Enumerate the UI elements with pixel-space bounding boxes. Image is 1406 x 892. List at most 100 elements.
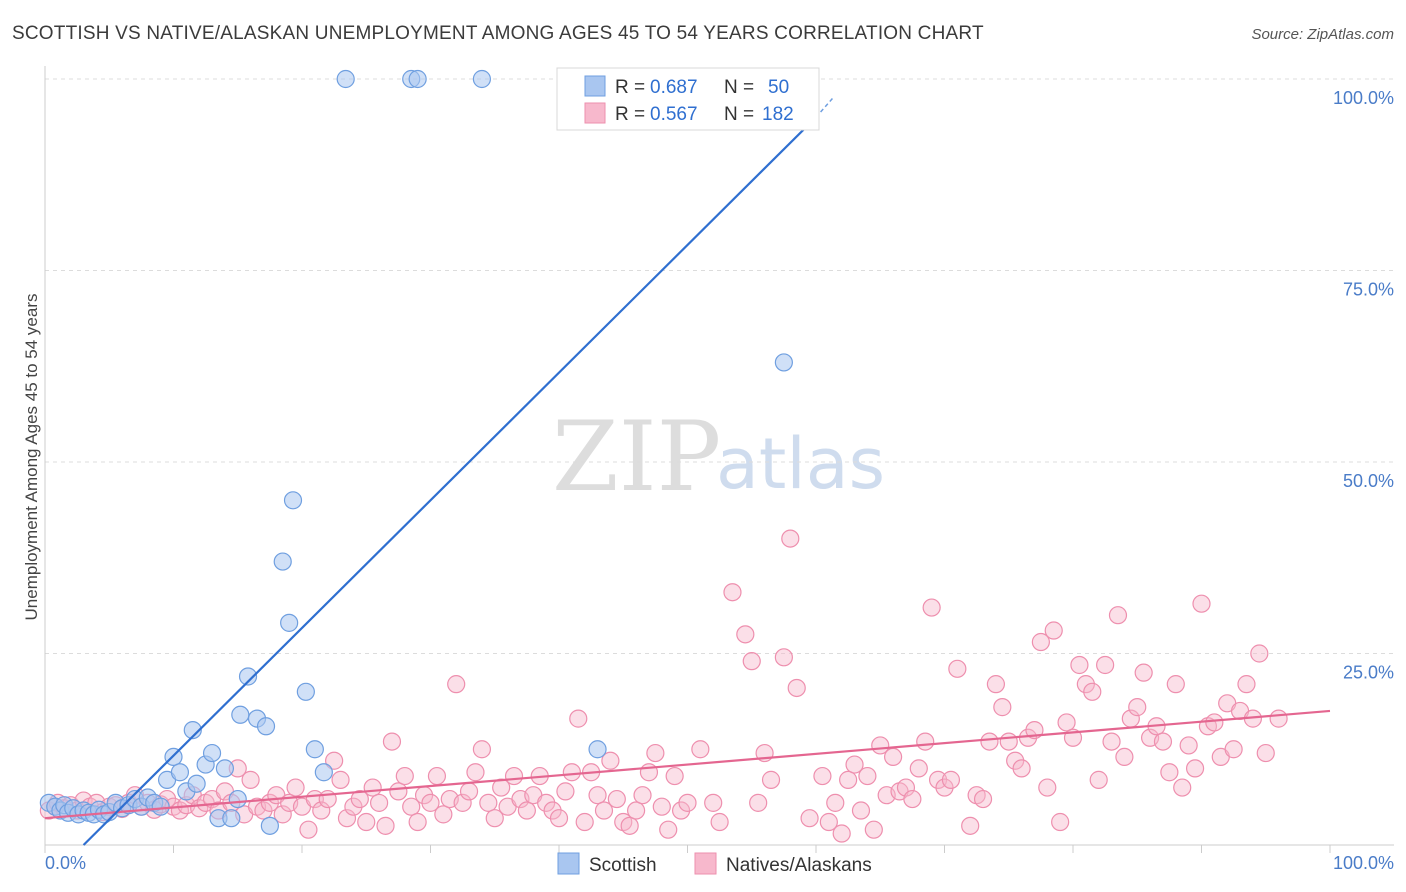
natives-point: [1083, 682, 1102, 701]
legend-bottom-natives-swatch: [694, 852, 717, 875]
natives-point: [826, 793, 845, 812]
scottish-point: [215, 759, 234, 778]
natives-point: [453, 793, 472, 812]
natives-point: [851, 801, 871, 820]
natives-point: [1205, 713, 1224, 732]
x-tick-label: 100.0%: [1333, 853, 1394, 873]
natives-point: [787, 678, 806, 698]
scottish-point: [588, 740, 607, 759]
natives-point: [903, 789, 922, 809]
natives-point: [1224, 740, 1243, 759]
natives-point: [601, 751, 620, 770]
natives-point: [1160, 763, 1179, 782]
scottish-point: [151, 797, 170, 816]
natives-point: [325, 751, 344, 770]
natives-point: [736, 625, 755, 644]
natives-point: [973, 789, 993, 809]
scottish-point: [273, 552, 292, 571]
scottish-point: [170, 763, 190, 782]
chart-title: SCOTTISH VS NATIVE/ALASKAN UNEMPLOYMENT …: [12, 23, 984, 44]
natives-point: [704, 793, 723, 812]
natives-point: [909, 759, 928, 778]
natives-point: [986, 675, 1006, 694]
x-tick-label: 0.0%: [45, 853, 86, 873]
grid-lines: [45, 78, 1394, 654]
natives-point: [466, 763, 485, 782]
natives-point: [607, 789, 626, 809]
natives-point: [626, 801, 646, 820]
natives-point: [1044, 621, 1063, 640]
natives-point: [1089, 770, 1108, 789]
natives-point: [549, 809, 569, 828]
natives-point: [1173, 778, 1192, 797]
scottish-point: [231, 705, 250, 724]
natives-point: [678, 793, 697, 812]
natives-point: [286, 778, 305, 797]
natives-point: [376, 816, 395, 835]
natives-point: [999, 732, 1018, 751]
x-axis-ticks: 0.0% 100.0%: [45, 853, 1394, 873]
natives-point: [883, 747, 903, 767]
y-tick-label: 75.0%: [1343, 280, 1394, 300]
natives-point: [389, 782, 408, 801]
natives-point: [819, 812, 838, 832]
natives-point: [858, 766, 877, 786]
legend-natives-r-value: 0.567: [650, 104, 698, 125]
natives-point: [1012, 759, 1031, 778]
natives-point: [350, 789, 369, 809]
y-axis-ticks: 25.0% 50.0% 75.0% 100.0%: [1333, 88, 1394, 683]
chart-source: Source: ZipAtlas.com: [1251, 26, 1394, 43]
natives-point: [845, 755, 864, 774]
watermark-atlas: atlas: [716, 423, 885, 505]
scottish-point: [305, 740, 324, 759]
trend-lines: [44, 97, 1331, 846]
natives-point: [331, 770, 350, 789]
y-tick-label: 100.0%: [1333, 88, 1394, 108]
scottish-point: [472, 69, 491, 89]
natives-point: [916, 732, 935, 751]
natives-point: [864, 820, 883, 839]
natives-point: [1134, 663, 1153, 682]
natives-point: [273, 805, 292, 824]
natives-point: [1128, 698, 1147, 717]
natives-point: [800, 809, 819, 828]
natives-point: [434, 805, 453, 824]
natives-point: [421, 793, 440, 812]
scottish-point: [238, 667, 258, 686]
natives-point: [337, 809, 357, 828]
natives-point: [357, 812, 376, 832]
scottish-point: [260, 816, 279, 835]
natives-point: [665, 766, 684, 786]
legend-bottom-natives-label: Natives/Alaskans: [726, 855, 872, 876]
scottish-trend-extension: [815, 97, 834, 118]
scottish-point: [408, 69, 427, 89]
scottish-point: [187, 774, 206, 793]
natives-point: [742, 652, 761, 671]
natives-point: [241, 770, 260, 789]
legend-scottish-n-value: 50: [768, 77, 789, 98]
scottish-point: [283, 491, 303, 510]
natives-point: [723, 583, 742, 602]
natives-point: [1057, 713, 1076, 732]
natives-point: [761, 770, 781, 789]
legend-top: R = 0.687 N = 50 R = 0.567 N = 182: [556, 67, 820, 131]
natives-point: [896, 778, 916, 797]
natives-point: [1192, 594, 1211, 613]
legend-natives-r-label: R =: [615, 104, 645, 125]
natives-trend-line: [44, 709, 1331, 820]
natives-point: [594, 801, 614, 820]
legend-bottom: Scottish Natives/Alaskans: [557, 852, 872, 876]
natives-point: [472, 740, 491, 759]
watermark: ZIP atlas: [552, 401, 885, 513]
scottish-point: [228, 789, 247, 809]
legend-scottish-swatch: [584, 75, 606, 97]
watermark-zip: ZIP: [552, 401, 721, 513]
natives-point: [395, 766, 414, 786]
natives-point: [447, 675, 466, 694]
natives-point: [299, 820, 318, 839]
legend-scottish-r-label: R =: [615, 77, 645, 98]
scottish-point: [296, 682, 315, 701]
natives-point: [517, 801, 536, 820]
natives-point: [1179, 736, 1198, 755]
scottish-point: [256, 717, 276, 736]
